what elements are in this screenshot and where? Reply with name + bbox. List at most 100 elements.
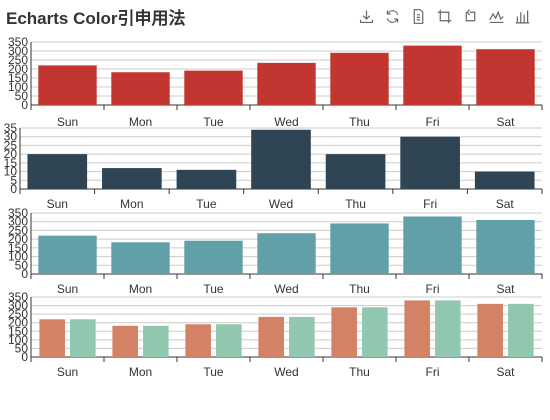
bar-fri-series-2[interactable] bbox=[435, 300, 461, 357]
bar-wed-series-2[interactable] bbox=[289, 316, 315, 357]
y-tick-label: 250 bbox=[8, 223, 28, 237]
y-tick-label: 150 bbox=[8, 324, 28, 338]
x-tick-label: Mon bbox=[129, 282, 152, 296]
y-tick-label: 200 bbox=[8, 62, 28, 76]
x-tick-label: Wed bbox=[269, 197, 293, 211]
restore-button[interactable] bbox=[382, 6, 402, 26]
bar-tue[interactable] bbox=[184, 240, 243, 274]
bar-sun[interactable] bbox=[27, 154, 88, 189]
x-tick-label: Thu bbox=[349, 115, 370, 129]
x-tick-label: Thu bbox=[345, 197, 366, 211]
bar-sat[interactable] bbox=[476, 219, 535, 274]
x-tick-label: Sun bbox=[57, 282, 78, 296]
x-tick-label: Fri bbox=[426, 282, 440, 296]
bar-mon[interactable] bbox=[111, 72, 170, 105]
x-tick-label: Sat bbox=[496, 365, 515, 379]
x-tick-label: Fri bbox=[423, 197, 437, 211]
y-tick-label: 35 bbox=[4, 121, 18, 135]
bar-sat-series-2[interactable] bbox=[508, 303, 534, 357]
y-tick-label: 50 bbox=[15, 89, 29, 103]
bar-wed[interactable] bbox=[257, 233, 316, 274]
bar-chart-button[interactable] bbox=[512, 6, 532, 26]
crop-icon bbox=[437, 9, 451, 23]
bar-tue[interactable] bbox=[184, 70, 243, 105]
x-tick-label: Mon bbox=[129, 365, 152, 379]
bar-fri-series-1[interactable] bbox=[404, 300, 430, 357]
bar-wed[interactable] bbox=[251, 129, 311, 189]
bar-thu-series-2[interactable] bbox=[362, 307, 388, 357]
bar-fri[interactable] bbox=[403, 45, 462, 105]
refresh-icon bbox=[386, 9, 398, 23]
bar-tue-series-2[interactable] bbox=[216, 324, 242, 357]
y-tick-label: 100 bbox=[8, 80, 28, 94]
x-tick-label: Sat bbox=[496, 282, 515, 296]
x-tick-label: Wed bbox=[274, 115, 298, 129]
bar-fri[interactable] bbox=[403, 216, 462, 274]
y-tick-label: 150 bbox=[8, 71, 28, 85]
document-icon bbox=[413, 8, 423, 24]
x-tick-label: Tue bbox=[203, 115, 224, 129]
x-tick-label: Sat bbox=[496, 197, 515, 211]
y-tick-label: 30 bbox=[4, 130, 18, 144]
bar-wed[interactable] bbox=[257, 62, 316, 105]
bar-thu[interactable] bbox=[325, 154, 386, 189]
bar-sun[interactable] bbox=[38, 65, 97, 105]
bar-mon-series-2[interactable] bbox=[143, 325, 169, 357]
x-tick-label: Thu bbox=[349, 365, 370, 379]
crop-back-icon bbox=[465, 8, 475, 21]
bar-tue[interactable] bbox=[176, 169, 237, 189]
bar-tue-series-1[interactable] bbox=[185, 324, 211, 357]
bar-wed-series-1[interactable] bbox=[258, 316, 284, 357]
y-tick-label: 0 bbox=[10, 182, 17, 196]
x-tick-label: Wed bbox=[274, 365, 298, 379]
bar-thu[interactable] bbox=[330, 52, 389, 105]
y-tick-label: 350 bbox=[8, 290, 28, 304]
y-tick-label: 0 bbox=[21, 350, 28, 364]
bar-sun[interactable] bbox=[38, 235, 97, 274]
y-tick-label: 250 bbox=[8, 53, 28, 67]
bar-mon[interactable] bbox=[102, 168, 162, 189]
y-tick-label: 200 bbox=[8, 316, 28, 330]
bar-sat-series-1[interactable] bbox=[477, 303, 503, 357]
y-tick-label: 300 bbox=[8, 44, 28, 58]
y-tick-label: 5 bbox=[10, 173, 17, 187]
x-tick-label: Tue bbox=[203, 282, 224, 296]
y-tick-label: 50 bbox=[15, 341, 29, 355]
x-tick-label: Sun bbox=[47, 197, 68, 211]
bar-mon[interactable] bbox=[111, 242, 170, 274]
x-tick-label: Sun bbox=[57, 365, 78, 379]
bar-fri[interactable] bbox=[400, 136, 460, 189]
x-tick-label: Thu bbox=[349, 282, 370, 296]
x-tick-label: Fri bbox=[426, 115, 440, 129]
y-tick-label: 0 bbox=[21, 267, 28, 281]
x-tick-label: Mon bbox=[129, 115, 152, 129]
bar-sat[interactable] bbox=[476, 49, 535, 105]
download-icon bbox=[359, 10, 373, 23]
zoom-reset-button[interactable] bbox=[460, 6, 480, 26]
bar-sun-series-2[interactable] bbox=[70, 319, 96, 357]
save-as-image-button[interactable] bbox=[356, 6, 376, 26]
zoom-button[interactable] bbox=[434, 6, 454, 26]
y-tick-label: 0 bbox=[21, 98, 28, 112]
bar-mon-series-1[interactable] bbox=[112, 325, 138, 357]
toolbox bbox=[356, 6, 532, 26]
x-tick-label: Mon bbox=[120, 197, 143, 211]
bar-thu-series-1[interactable] bbox=[331, 307, 357, 357]
x-tick-label: Sun bbox=[57, 115, 78, 129]
x-tick-label: Wed bbox=[274, 282, 298, 296]
x-tick-label: Fri bbox=[426, 365, 440, 379]
bar-sat[interactable] bbox=[474, 171, 535, 189]
bar-thu[interactable] bbox=[330, 223, 389, 274]
line-chart-button[interactable] bbox=[486, 6, 506, 26]
x-tick-label: Tue bbox=[196, 197, 217, 211]
data-view-button[interactable] bbox=[408, 6, 428, 26]
y-tick-label: 25 bbox=[4, 138, 18, 152]
y-tick-label: 350 bbox=[8, 206, 28, 220]
y-tick-label: 20 bbox=[4, 147, 18, 161]
bar-sun-series-1[interactable] bbox=[39, 319, 65, 357]
y-tick-label: 100 bbox=[8, 333, 28, 347]
